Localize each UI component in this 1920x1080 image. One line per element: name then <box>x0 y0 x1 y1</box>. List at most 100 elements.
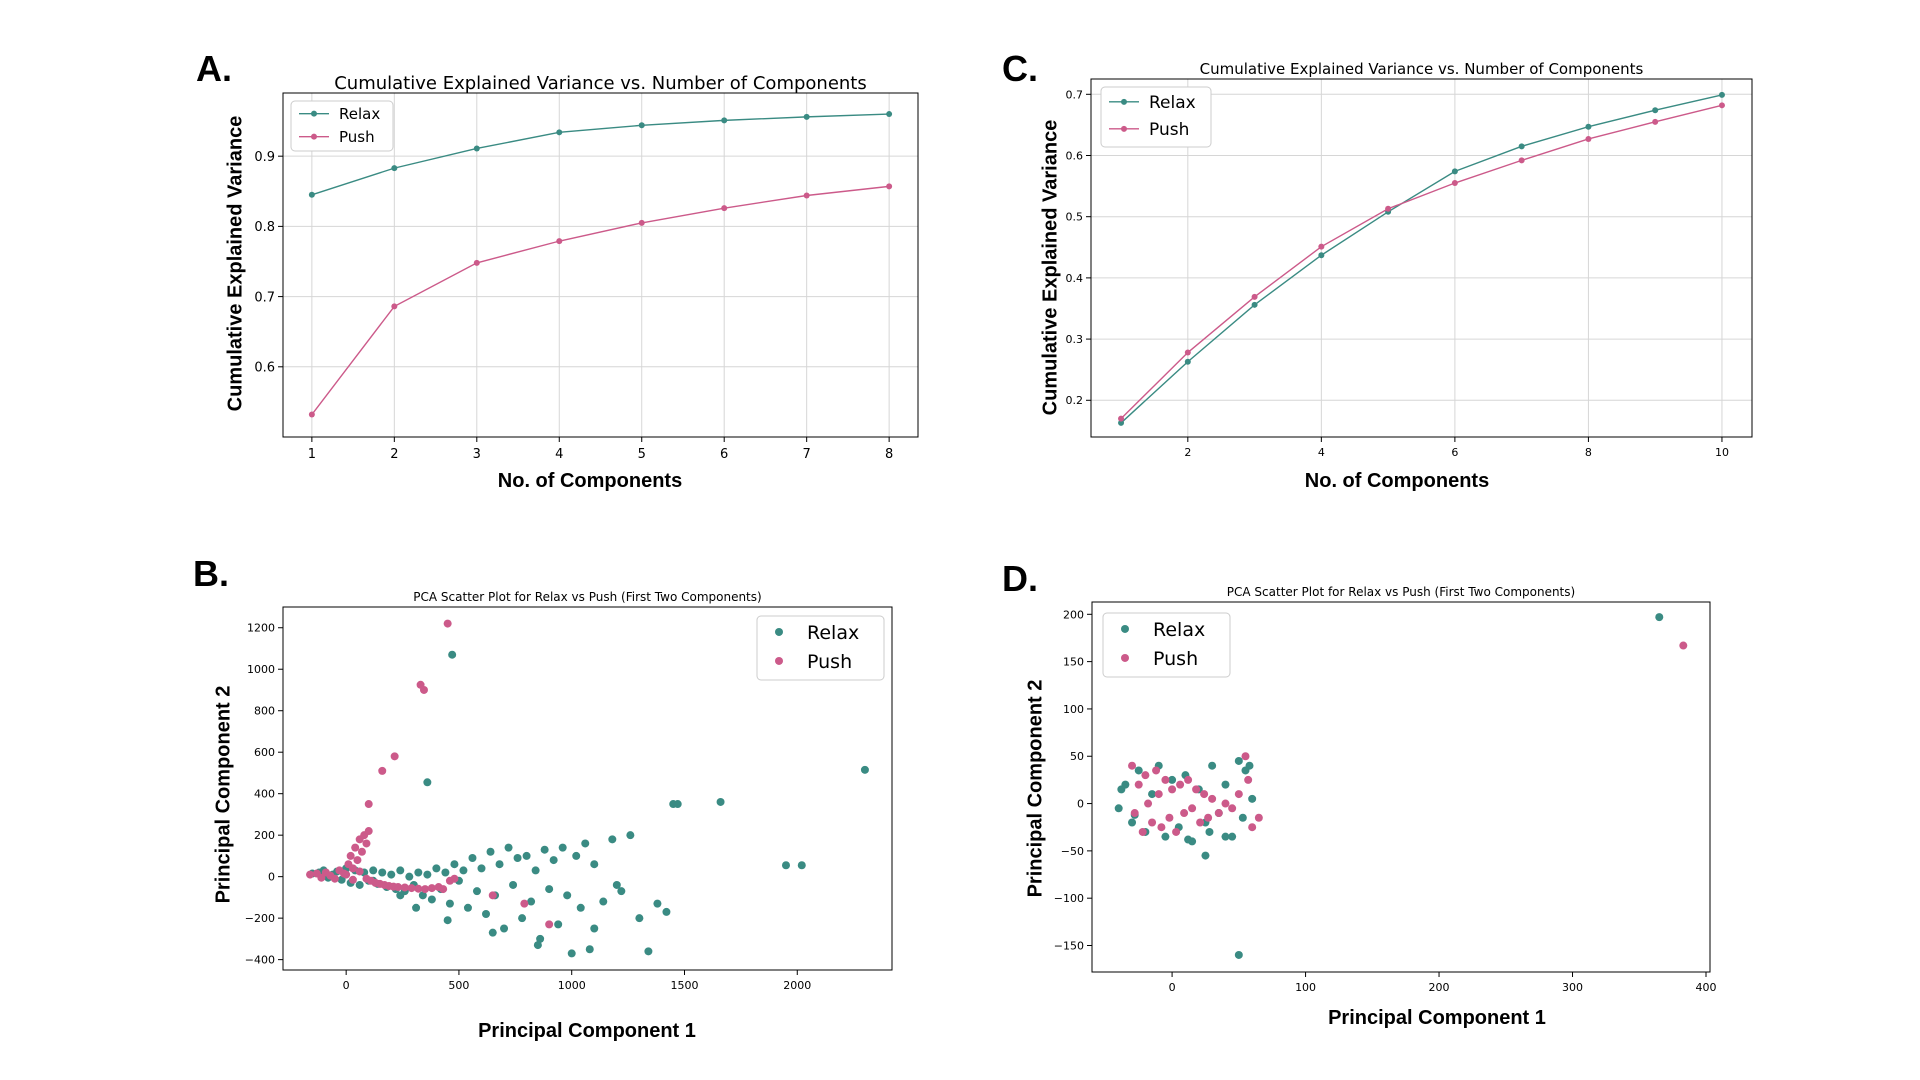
chart-b-series-relax-point <box>567 949 576 958</box>
chart-b-series-relax-point <box>513 853 522 862</box>
chart-b-ytick-label: 1200 <box>247 622 275 635</box>
chart-c-series-relax-point <box>1451 168 1458 175</box>
panel-letter-d: D. <box>1002 558 1038 599</box>
chart-d-series-push-point <box>1154 790 1163 799</box>
chart-d-series-push-point <box>1134 780 1143 789</box>
chart-d-ytick-label: 150 <box>1063 656 1084 669</box>
chart-c-legend-push-marker <box>1121 125 1127 132</box>
chart-b-series-relax-point <box>781 861 790 870</box>
chart-b-series-relax-point <box>423 778 432 787</box>
chart-a-series-relax-point <box>308 191 315 198</box>
chart-b-series-relax-point <box>662 907 671 916</box>
chart-d-ytick-label: 100 <box>1063 703 1084 716</box>
chart-b: 0 500 1000 1500 2000 −400 −200 0 200 400 600 800 100… <box>245 590 893 992</box>
chart-a-xtick-label: 8 <box>885 447 893 462</box>
chart-b-series-push-point <box>351 843 360 852</box>
chart-b-series-push-point <box>394 883 403 892</box>
chart-b-series-relax-point <box>355 880 364 889</box>
chart-b-series-relax-point <box>405 872 414 881</box>
chart-d-series-relax-point <box>1114 804 1123 813</box>
chart-b-series-relax-point <box>558 843 567 852</box>
chart-b-series-relax-point <box>450 860 459 869</box>
chart-c-frame <box>1090 78 1753 438</box>
chart-c-series-relax-point <box>1518 143 1525 150</box>
chart-b-series-relax-point <box>653 899 662 908</box>
chart-b-series-relax-point <box>554 920 563 929</box>
chart-a-series-push-point <box>308 411 315 418</box>
chart-d-series-push-point <box>1221 799 1230 808</box>
chart-b-series-relax-point <box>468 853 477 862</box>
chart-b-legend-box <box>756 615 885 681</box>
chart-d-title: PCA Scatter Plot for Relax vs Push (Firs… <box>1227 585 1575 599</box>
chart-b-series-relax-point <box>448 650 457 659</box>
chart-a-series-relax-point <box>803 113 810 120</box>
chart-b-series-relax-point <box>378 868 387 877</box>
chart-b-series-relax-point <box>716 797 725 806</box>
chart-b-ytick-label: 800 <box>254 705 275 718</box>
chart-d-series-push-point <box>1244 775 1253 784</box>
chart-b-series-relax-point <box>486 847 495 856</box>
chart-d-series-relax-point <box>1128 818 1137 827</box>
chart-b-series-relax-point <box>418 891 427 900</box>
chart-b-series-relax-point <box>488 928 497 937</box>
chart-d-series-relax-point <box>1248 794 1257 803</box>
chart-b-series-relax-point <box>337 875 346 884</box>
chart-d-series-relax-point <box>1228 832 1237 841</box>
chart-a-series-push-line <box>311 185 890 415</box>
chart-d-series-relax-point <box>1234 950 1243 959</box>
chart-c-series-relax-point <box>1184 358 1191 365</box>
chart-a-ytick-label: 0.9 <box>254 150 275 165</box>
chart-b-legend-relax-label: Relax <box>807 622 859 644</box>
chart-b-legend-relax-marker <box>775 627 783 636</box>
chart-b-series-relax-point <box>518 914 527 923</box>
chart-d-legend: Relax Push <box>1102 612 1231 678</box>
chart-b-series-relax-point <box>396 891 405 900</box>
chart-b-series-relax-point <box>617 887 626 896</box>
chart-b-xtick-label: 1500 <box>670 979 698 992</box>
chart-d-series-push-point <box>1184 775 1193 784</box>
chart-b-series-relax-point <box>644 947 653 956</box>
panel-letter-c: C. <box>1002 48 1038 89</box>
chart-b-series-relax-point <box>441 868 450 877</box>
chart-d-ytick-label: −100 <box>1054 892 1084 905</box>
chart-c-xtick-label: 8 <box>1585 446 1592 459</box>
chart-b-series-relax-point <box>463 903 472 912</box>
chart-a-frame <box>282 92 919 438</box>
chart-d-xtick-label: 200 <box>1429 981 1450 994</box>
chart-b-legend-push-marker <box>775 656 783 665</box>
chart-a-series-relax-point <box>556 129 563 136</box>
chart-b-xtick-label: 500 <box>448 979 469 992</box>
chart-b-series-relax-point <box>387 870 396 879</box>
chart-c-ytick-label: 0.7 <box>1066 88 1084 101</box>
chart-d-series-push-point <box>1679 641 1688 650</box>
chart-d-series-push-point <box>1152 766 1161 775</box>
chart-b-series-relax-point <box>581 839 590 848</box>
chart-d-xlabel: Principal Component 1 <box>1328 1007 1546 1029</box>
chart-b-series-relax-point <box>626 831 635 840</box>
chart-b-series-push-point <box>357 847 366 856</box>
chart-c-series-push-point <box>1318 243 1325 250</box>
chart-b-series-push-point <box>450 874 459 883</box>
chart-a-ytick-label: 0.7 <box>254 290 275 305</box>
chart-c-xtick-label: 10 <box>1715 446 1729 459</box>
chart-a-legend-relax-marker <box>311 110 317 117</box>
chart-d-ytick-label: 50 <box>1070 750 1084 763</box>
chart-d-ytick-label: 200 <box>1063 608 1084 621</box>
chart-b-series-relax-point <box>533 941 542 950</box>
chart-c-xtick-label: 2 <box>1184 446 1191 459</box>
chart-b-series-push-point <box>346 851 355 860</box>
chart-b-series-relax-point <box>500 924 509 933</box>
chart-d-series-push-point <box>1208 794 1217 803</box>
chart-a-xtick-label: 2 <box>390 447 398 462</box>
chart-d-series-relax-point <box>1655 613 1664 622</box>
chart-d-series-push-point <box>1192 785 1201 794</box>
chart-d-series-relax-point <box>1201 851 1210 860</box>
chart-c-series-relax-point <box>1251 301 1258 308</box>
chart-d-series-relax-point <box>1148 790 1157 799</box>
panel-letter-b: B. <box>193 553 229 594</box>
chart-d-series-relax-point <box>1205 827 1214 836</box>
chart-a-series-relax-line <box>311 113 890 196</box>
chart-b-series-relax-point <box>396 866 405 875</box>
chart-a-series-push-point <box>638 219 645 226</box>
